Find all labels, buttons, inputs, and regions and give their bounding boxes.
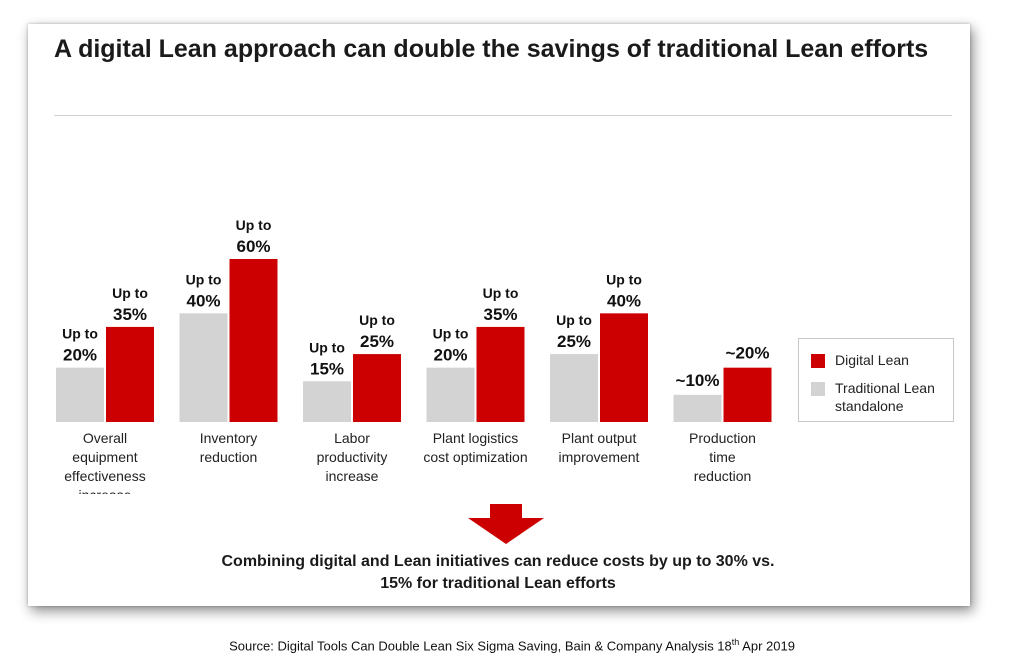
value-label-digital-lean-2: 60% [236, 237, 270, 256]
bar-digital-lean-4 [476, 326, 525, 422]
value-label-prefix-traditional-lean-standalone-2: Up to [186, 271, 222, 287]
source-superscript: th [731, 637, 740, 647]
value-label-traditional-lean-standalone-4: 20% [433, 346, 467, 365]
value-label-prefix-digital-lean-5: Up to [606, 271, 642, 287]
bar-traditional-lean-standalone-1 [56, 367, 104, 422]
source-note: Source: Digital Tools Can Double Lean Si… [0, 637, 1024, 653]
bar-traditional-lean-standalone-4 [426, 367, 475, 422]
value-label-traditional-lean-standalone-6: ~10% [676, 371, 720, 390]
chart-card: A digital Lean approach can double the s… [28, 24, 970, 606]
bar-traditional-lean-standalone-3 [303, 381, 351, 422]
title-divider [54, 115, 952, 116]
category-label-5-line-2: improvement [559, 449, 640, 465]
bar-digital-lean-1 [106, 326, 154, 422]
category-label-4-line-2: cost optimization [423, 449, 527, 465]
legend-swatch-digital-lean [811, 354, 825, 368]
category-label-1-line-4: increase [79, 487, 132, 494]
down-arrow-icon [468, 504, 544, 544]
category-label-3-line-3: increase [326, 468, 379, 484]
category-label-1-line-2: equipment [72, 449, 137, 465]
value-label-prefix-digital-lean-1: Up to [112, 285, 148, 301]
value-label-traditional-lean-standalone-3: 15% [310, 359, 344, 378]
legend-item-digital-lean: Digital Lean [811, 351, 953, 369]
category-label-1-line-1: Overall [83, 430, 127, 446]
value-label-prefix-traditional-lean-standalone-4: Up to [433, 326, 469, 342]
chart-title: A digital Lean approach can double the s… [54, 35, 929, 63]
category-label-6-line-1: Production [689, 430, 756, 446]
value-label-digital-lean-1: 35% [113, 305, 147, 324]
value-label-traditional-lean-standalone-2: 40% [186, 291, 220, 310]
category-label-3-line-1: Labor [334, 430, 370, 446]
category-label-6-line-3: reduction [694, 468, 752, 484]
category-label-5-line-1: Plant output [562, 430, 637, 446]
value-label-traditional-lean-standalone-1: 20% [63, 346, 97, 365]
value-label-digital-lean-3: 25% [360, 332, 394, 351]
legend-label-digital-lean: Digital Lean [835, 352, 909, 368]
bar-digital-lean-2 [229, 259, 278, 422]
category-label-4-line-1: Plant logistics [433, 430, 519, 446]
value-label-digital-lean-4: 35% [483, 305, 517, 324]
value-label-traditional-lean-standalone-5: 25% [557, 332, 591, 351]
value-label-prefix-digital-lean-3: Up to [359, 312, 395, 328]
legend-item-traditional-lean: Traditional Lean standalone [811, 379, 953, 415]
bar-chart: Up to 20% Up to 35% Overall equipment effectiv… [56, 217, 772, 494]
legend: Digital Lean Traditional Lean standalone [798, 338, 954, 422]
value-label-digital-lean-5: 40% [607, 291, 641, 310]
value-label-digital-lean-6: ~20% [726, 344, 770, 363]
value-label-prefix-digital-lean-4: Up to [483, 285, 519, 301]
value-label-prefix-traditional-lean-standalone-1: Up to [62, 326, 98, 342]
bar-traditional-lean-standalone-6 [673, 394, 722, 422]
value-label-prefix-traditional-lean-standalone-3: Up to [309, 339, 345, 355]
legend-label-traditional-lean: Traditional Lean standalone [835, 380, 935, 414]
category-label-3-line-2: productivity [317, 449, 388, 465]
bar-traditional-lean-standalone-5 [550, 354, 598, 422]
bar-traditional-lean-standalone-2 [179, 313, 228, 422]
category-label-1-line-3: effectiveness [64, 468, 145, 484]
category-label-6-line-2: time [709, 449, 736, 465]
conclusion-text: Combining digital and Lean initiatives c… [221, 553, 775, 592]
category-label-2-line-1: Inventory [200, 430, 258, 446]
bar-digital-lean-6 [723, 367, 772, 422]
source-suffix: Apr 2019 [739, 638, 795, 654]
category-label-2-line-2: reduction [200, 449, 258, 465]
value-label-prefix-digital-lean-2: Up to [236, 217, 272, 233]
bar-digital-lean-3 [353, 354, 401, 422]
bar-digital-lean-5 [600, 313, 648, 422]
value-label-prefix-traditional-lean-standalone-5: Up to [556, 312, 592, 328]
source-text: Source: Digital Tools Can Double Lean Si… [229, 638, 732, 654]
legend-swatch-traditional-lean [811, 382, 825, 396]
